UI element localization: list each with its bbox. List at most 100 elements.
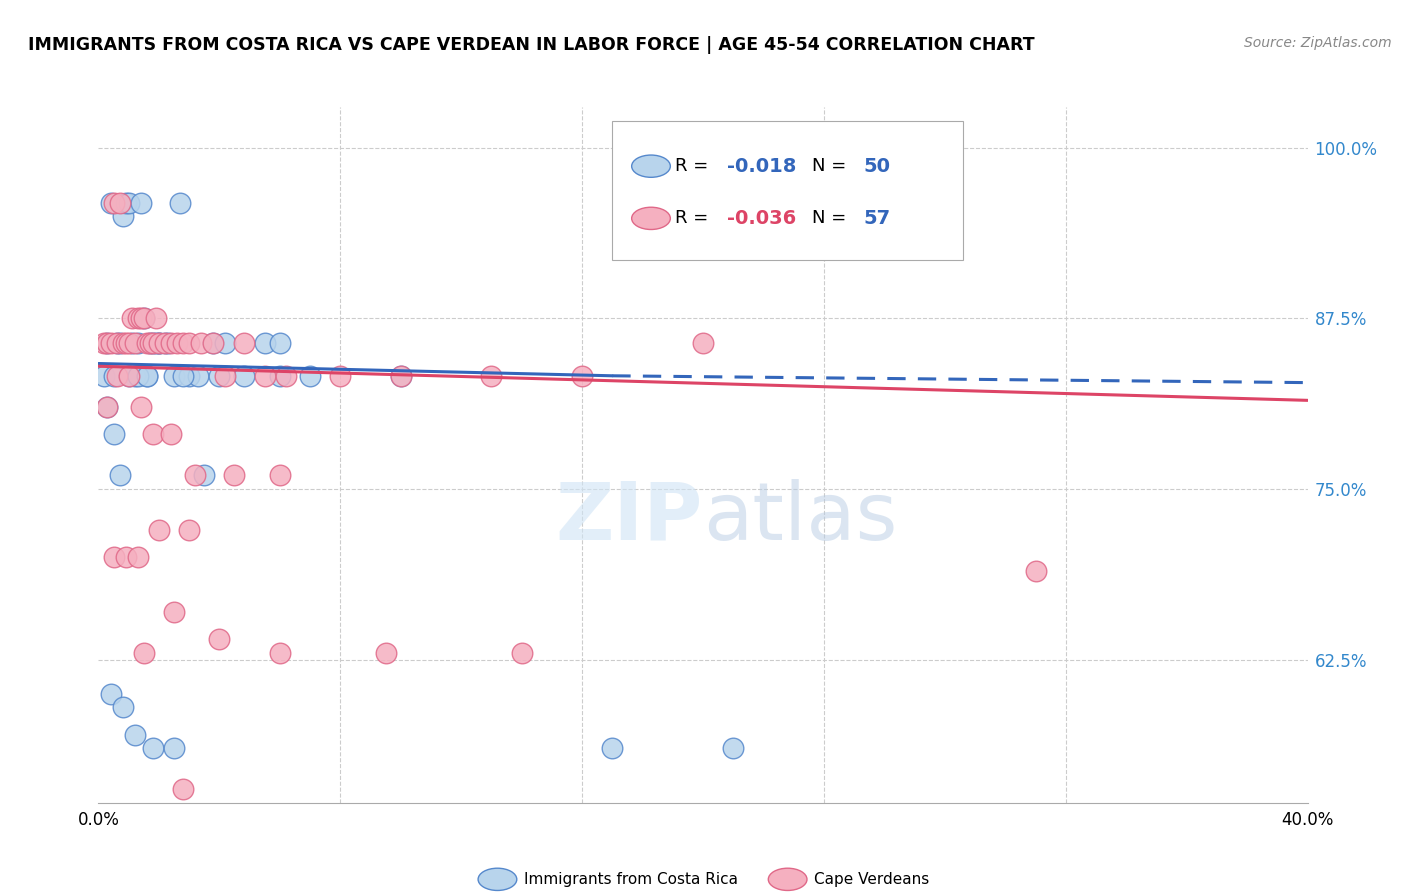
- Point: [232, 336, 254, 351]
- Point: [93, 368, 115, 383]
- Point: [114, 550, 136, 565]
- Point: [274, 368, 297, 383]
- Text: atlas: atlas: [703, 478, 897, 557]
- Point: [127, 368, 149, 383]
- Point: [329, 368, 352, 383]
- Circle shape: [631, 207, 671, 229]
- Point: [103, 427, 125, 442]
- Point: [269, 468, 291, 483]
- Point: [153, 336, 176, 351]
- Point: [111, 336, 134, 351]
- Point: [224, 468, 246, 483]
- Point: [269, 368, 291, 383]
- Point: [103, 550, 125, 565]
- Point: [253, 368, 276, 383]
- Point: [145, 311, 167, 326]
- Point: [389, 368, 412, 383]
- Point: [127, 550, 149, 565]
- Text: Cape Verdeans: Cape Verdeans: [814, 871, 929, 887]
- Point: [121, 336, 143, 351]
- Point: [374, 646, 396, 660]
- Point: [269, 336, 291, 351]
- Text: -0.018: -0.018: [727, 157, 797, 176]
- Point: [124, 368, 146, 383]
- Point: [103, 195, 125, 210]
- Point: [571, 368, 593, 383]
- Point: [108, 195, 131, 210]
- Point: [202, 336, 225, 351]
- Text: ZIP: ZIP: [555, 478, 703, 557]
- Point: [96, 336, 118, 351]
- Point: [96, 400, 118, 414]
- Point: [179, 336, 201, 351]
- Point: [208, 632, 231, 646]
- Circle shape: [631, 155, 671, 178]
- Point: [602, 741, 624, 756]
- Point: [132, 311, 155, 326]
- Text: Source: ZipAtlas.com: Source: ZipAtlas.com: [1244, 36, 1392, 50]
- Text: -0.036: -0.036: [727, 209, 796, 227]
- Text: 57: 57: [863, 209, 891, 227]
- Text: R =: R =: [675, 210, 714, 227]
- Text: 50: 50: [863, 157, 891, 176]
- Point: [214, 368, 236, 383]
- Point: [105, 336, 128, 351]
- Point: [103, 368, 125, 383]
- Point: [100, 195, 122, 210]
- Point: [127, 336, 149, 351]
- Point: [179, 523, 201, 537]
- Point: [118, 195, 141, 210]
- Point: [93, 336, 115, 351]
- Point: [129, 400, 152, 414]
- Point: [114, 195, 136, 210]
- Point: [139, 336, 162, 351]
- Point: [160, 336, 183, 351]
- Point: [172, 336, 194, 351]
- Point: [127, 311, 149, 326]
- Point: [214, 336, 236, 351]
- Point: [148, 336, 170, 351]
- Point: [299, 368, 322, 383]
- Point: [118, 336, 141, 351]
- Point: [723, 741, 745, 756]
- Point: [148, 336, 170, 351]
- Point: [145, 336, 167, 351]
- Point: [124, 728, 146, 742]
- Point: [142, 336, 165, 351]
- Point: [129, 311, 152, 326]
- Text: IMMIGRANTS FROM COSTA RICA VS CAPE VERDEAN IN LABOR FORCE | AGE 45-54 CORRELATIO: IMMIGRANTS FROM COSTA RICA VS CAPE VERDE…: [28, 36, 1035, 54]
- Point: [118, 368, 141, 383]
- Point: [232, 368, 254, 383]
- Point: [105, 336, 128, 351]
- Point: [135, 336, 157, 351]
- Point: [108, 336, 131, 351]
- Point: [132, 311, 155, 326]
- Point: [190, 336, 212, 351]
- Point: [153, 336, 176, 351]
- Point: [129, 195, 152, 210]
- Point: [100, 336, 122, 351]
- Point: [269, 646, 291, 660]
- Point: [1024, 564, 1046, 578]
- Point: [135, 368, 157, 383]
- Point: [193, 468, 215, 483]
- Text: N =: N =: [811, 210, 852, 227]
- Point: [163, 605, 186, 619]
- Point: [142, 741, 165, 756]
- Point: [135, 368, 157, 383]
- Point: [105, 368, 128, 383]
- Point: [184, 468, 207, 483]
- Point: [111, 700, 134, 714]
- Circle shape: [768, 868, 807, 890]
- Point: [118, 368, 141, 383]
- Point: [121, 311, 143, 326]
- Point: [510, 646, 533, 660]
- Point: [148, 523, 170, 537]
- Point: [148, 336, 170, 351]
- Point: [692, 336, 714, 351]
- Point: [156, 336, 179, 351]
- Point: [187, 368, 209, 383]
- Text: R =: R =: [675, 157, 714, 175]
- Point: [169, 195, 191, 210]
- Point: [114, 336, 136, 351]
